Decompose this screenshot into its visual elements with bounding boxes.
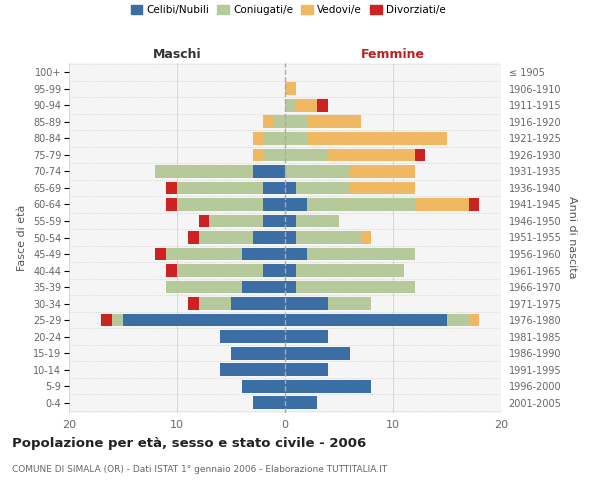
Bar bbox=[469, 314, 479, 326]
Bar bbox=[350, 182, 415, 194]
Bar bbox=[307, 116, 361, 128]
Bar bbox=[177, 182, 263, 194]
Bar bbox=[285, 132, 307, 145]
Bar bbox=[253, 148, 263, 162]
Bar bbox=[285, 198, 307, 211]
Bar bbox=[285, 248, 307, 260]
Bar bbox=[285, 165, 350, 178]
Bar bbox=[263, 264, 285, 277]
Bar bbox=[296, 231, 361, 244]
Bar bbox=[166, 264, 177, 277]
Bar bbox=[415, 198, 469, 211]
Bar bbox=[447, 314, 469, 326]
Bar bbox=[263, 148, 285, 162]
Bar bbox=[166, 248, 242, 260]
Bar bbox=[220, 330, 285, 343]
Bar bbox=[285, 182, 296, 194]
Bar bbox=[155, 165, 253, 178]
Bar bbox=[296, 280, 415, 293]
Bar bbox=[415, 148, 425, 162]
Bar bbox=[350, 165, 415, 178]
Bar bbox=[253, 231, 285, 244]
Bar bbox=[177, 264, 263, 277]
Y-axis label: Fasce di età: Fasce di età bbox=[17, 204, 28, 270]
Bar bbox=[220, 363, 285, 376]
Bar bbox=[263, 182, 285, 194]
Bar bbox=[253, 396, 285, 409]
Bar bbox=[285, 99, 296, 112]
Text: Maschi: Maschi bbox=[152, 48, 202, 61]
Bar bbox=[296, 264, 404, 277]
Bar bbox=[166, 198, 177, 211]
Bar bbox=[263, 116, 274, 128]
Bar bbox=[253, 165, 285, 178]
Bar bbox=[469, 198, 479, 211]
Bar bbox=[209, 214, 263, 228]
Bar bbox=[199, 297, 231, 310]
Text: Femmine: Femmine bbox=[361, 48, 425, 61]
Bar bbox=[112, 314, 123, 326]
Text: Popolazione per età, sesso e stato civile - 2006: Popolazione per età, sesso e stato civil… bbox=[12, 438, 366, 450]
Bar bbox=[242, 248, 285, 260]
Bar bbox=[285, 264, 296, 277]
Legend: Celibi/Nubili, Coniugati/e, Vedovi/e, Divorziati/e: Celibi/Nubili, Coniugati/e, Vedovi/e, Di… bbox=[131, 5, 445, 15]
Text: COMUNE DI SIMALA (OR) - Dati ISTAT 1° gennaio 2006 - Elaborazione TUTTITALIA.IT: COMUNE DI SIMALA (OR) - Dati ISTAT 1° ge… bbox=[12, 466, 387, 474]
Bar bbox=[263, 198, 285, 211]
Bar bbox=[285, 297, 328, 310]
Bar bbox=[296, 182, 350, 194]
Bar bbox=[166, 280, 242, 293]
Bar bbox=[253, 132, 263, 145]
Bar bbox=[285, 380, 371, 392]
Bar bbox=[155, 248, 166, 260]
Bar bbox=[231, 346, 285, 360]
Bar bbox=[285, 214, 296, 228]
Bar bbox=[285, 116, 307, 128]
Bar bbox=[307, 198, 415, 211]
Bar bbox=[231, 297, 285, 310]
Bar bbox=[242, 280, 285, 293]
Bar bbox=[199, 214, 209, 228]
Bar bbox=[296, 214, 339, 228]
Bar bbox=[285, 330, 328, 343]
Bar bbox=[328, 148, 415, 162]
Bar bbox=[166, 182, 177, 194]
Bar bbox=[242, 380, 285, 392]
Bar bbox=[285, 396, 317, 409]
Bar bbox=[263, 214, 285, 228]
Bar bbox=[361, 231, 371, 244]
Bar bbox=[188, 297, 199, 310]
Bar bbox=[307, 132, 447, 145]
Bar bbox=[285, 363, 328, 376]
Bar bbox=[307, 248, 415, 260]
Bar bbox=[296, 99, 317, 112]
Bar bbox=[177, 198, 263, 211]
Bar bbox=[317, 99, 328, 112]
Bar bbox=[101, 314, 112, 326]
Bar bbox=[263, 132, 285, 145]
Bar bbox=[274, 116, 285, 128]
Bar bbox=[285, 280, 296, 293]
Bar bbox=[285, 231, 296, 244]
Bar bbox=[328, 297, 371, 310]
Bar bbox=[285, 82, 296, 96]
Bar bbox=[285, 148, 328, 162]
Bar bbox=[285, 314, 447, 326]
Bar bbox=[123, 314, 285, 326]
Bar bbox=[285, 346, 350, 360]
Y-axis label: Anni di nascita: Anni di nascita bbox=[567, 196, 577, 278]
Bar bbox=[188, 231, 199, 244]
Bar bbox=[199, 231, 253, 244]
